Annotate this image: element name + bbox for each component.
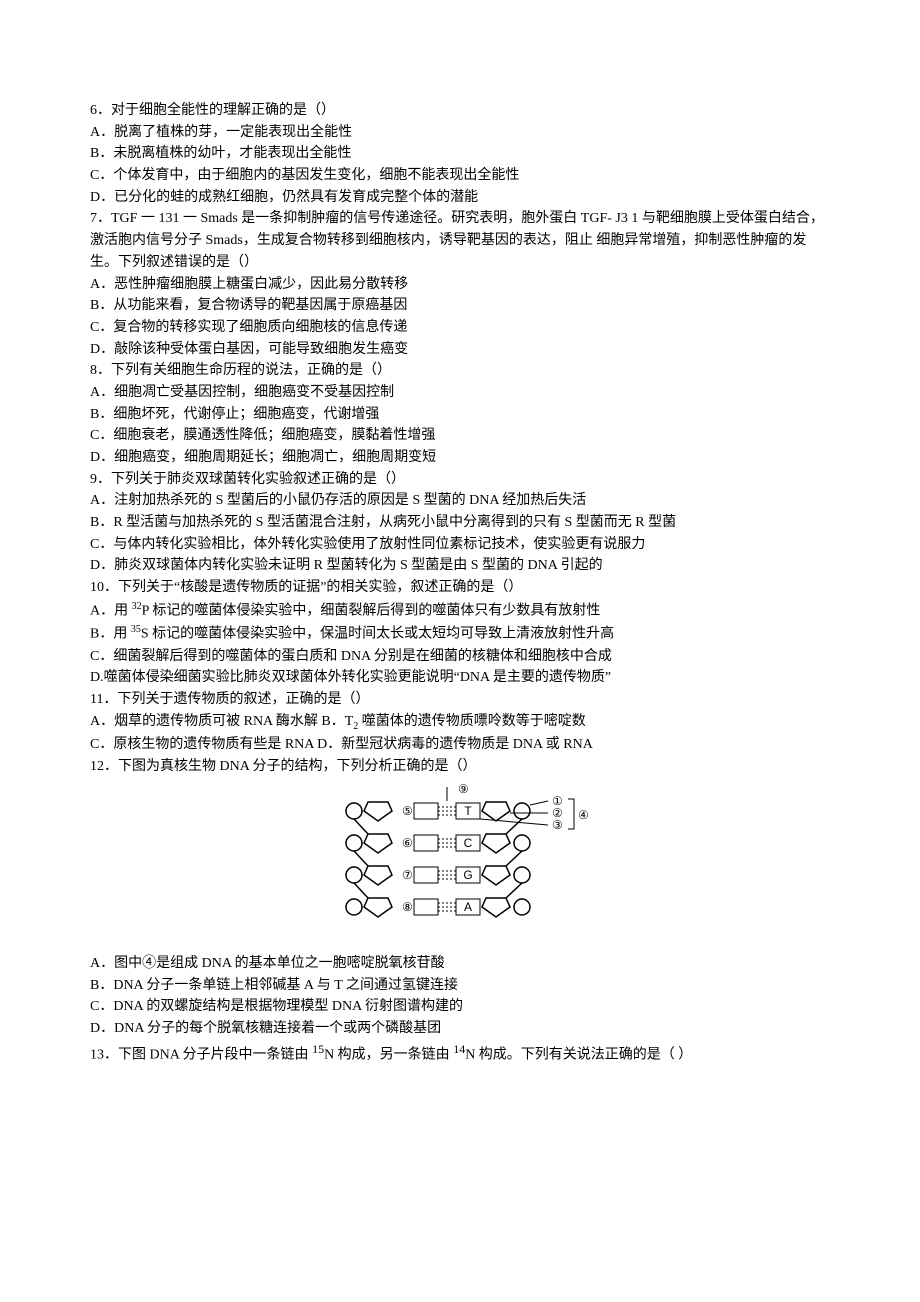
q12-opt-b: B．DNA 分子一条单链上相邻碱基 A 与 T 之间通过氢键连接	[90, 975, 830, 997]
q8-opt-c: C．细胞衰老，膜通透性降低；细胞癌变，膜黏着性增强	[90, 425, 830, 447]
svg-text:④: ④	[578, 808, 589, 822]
q10-a-post: P 标记的噬菌体侵染实验中，细菌裂解后得到的噬菌体只有少数具有放射性	[142, 603, 601, 618]
q7-opt-c: C．复合物的转移实现了细胞质向细胞核的信息传递	[90, 317, 830, 339]
q10-opt-d: D.噬菌体侵染细菌实验比肺炎双球菌体外转化实验更能说明“DNA 是主要的遗传物质…	[90, 667, 830, 689]
q10-b-pre: B．用	[90, 627, 131, 642]
q7-opt-d: D．敲除该种受体蛋白基因，可能导致细胞发生癌变	[90, 339, 830, 361]
q10-b-post: S 标记的噬菌体侵染实验中，保温时间太长或太短均可导致上清液放射性升高	[141, 627, 614, 642]
q13-stem: 13．下图 DNA 分子片段中一条链由 15N 构成，另一条链由 14N 构成。…	[90, 1040, 830, 1066]
q8-opt-d: D．细胞癌变，细胞周期延长；细胞凋亡，细胞周期变短	[90, 447, 830, 469]
q13-pre: 13．下图 DNA 分子片段中一条链由	[90, 1047, 312, 1062]
q6-opt-d: D．已分化的蛙的成熟红细胞，仍然具有发育成完整个体的潜能	[90, 187, 830, 209]
q7-opt-b: B．从功能来看，复合物诱导的靶基因属于原癌基因	[90, 295, 830, 317]
svg-text:A: A	[464, 900, 472, 914]
q11-stem: 11．下列关于遗传物质的叙述，正确的是（）	[90, 689, 830, 711]
q10-a-sup: 32	[132, 601, 142, 612]
q7-stem: 7．TGF 一 131 一 Smads 是一条抑制肿瘤的信号传递途径。研究表明，…	[90, 208, 830, 273]
q9-opt-b: B．R 型活菌与加热杀死的 S 型活菌混合注射，从病死小鼠中分离得到的只有 S …	[90, 512, 830, 534]
q10-b-sup: 35	[131, 624, 141, 635]
q8-stem: 8．下列有关细胞生命历程的说法，正确的是（）	[90, 360, 830, 382]
svg-text:⑦: ⑦	[402, 868, 413, 882]
q8-opt-b: B．细胞坏死，代谢停止；细胞癌变，代谢增强	[90, 404, 830, 426]
svg-text:⑥: ⑥	[402, 836, 413, 850]
svg-text:⑧: ⑧	[402, 900, 413, 914]
q11-opt-ab: A．烟草的遗传物质可被 RNA 酶水解 B．T2 噬菌体的遗传物质嘌呤数等于嘧啶…	[90, 711, 830, 734]
q9-stem: 9．下列关于肺炎双球菌转化实验叙述正确的是（）	[90, 469, 830, 491]
q7-opt-a: A．恶性肿瘤细胞膜上糖蛋白减少，因此易分散转移	[90, 274, 830, 296]
q11-ab-post: 噬菌体的遗传物质嘌呤数等于嘧啶数	[358, 714, 586, 729]
q13-s2: 14	[453, 1042, 465, 1056]
q9-opt-a: A．注射加热杀死的 S 型菌后的小鼠仍存活的原因是 S 型菌的 DNA 经加热后…	[90, 490, 830, 512]
q9-opt-c: C．与体内转化实验相比，体外转化实验使用了放射性同位素标记技术，使实验更有说服力	[90, 534, 830, 556]
q11-opt-cd: C．原核生物的遗传物质有些是 RNA D．新型冠状病毒的遗传物质是 DNA 或 …	[90, 734, 830, 756]
svg-text:G: G	[463, 868, 472, 882]
q13-s1: 15	[312, 1042, 324, 1056]
q10-a-pre: A．用	[90, 603, 132, 618]
dna-diagram: ⑤T⑥C⑦G⑧A⑨①②③④	[330, 781, 590, 941]
q8-opt-a: A．细胞凋亡受基因控制，细胞癌变不受基因控制	[90, 382, 830, 404]
svg-text:C: C	[464, 836, 473, 850]
q11-ab-pre: A．烟草的遗传物质可被 RNA 酶水解 B．T	[90, 714, 353, 729]
svg-text:③: ③	[552, 818, 563, 832]
q6-opt-c: C．个体发育中，由于细胞内的基因发生变化，细胞不能表现出全能性	[90, 165, 830, 187]
q13-post: N 构成。下列有关说法正确的是（ ）	[465, 1047, 692, 1062]
q13-mid: N 构成，另一条链由	[324, 1047, 453, 1062]
q12-opt-a: A．图中④是组成 DNA 的基本单位之一胞嘧啶脱氧核苷酸	[90, 953, 830, 975]
q9-opt-d: D．肺炎双球菌体内转化实验未证明 R 型菌转化为 S 型菌是由 S 型菌的 DN…	[90, 555, 830, 577]
q10-opt-b: B．用 35S 标记的噬菌体侵染实验中，保温时间太长或太短均可导致上清液放射性升…	[90, 622, 830, 645]
svg-text:T: T	[464, 804, 472, 818]
q6-opt-b: B．未脱离植株的幼叶，才能表现出全能性	[90, 143, 830, 165]
q10-stem: 10．下列关于“核酸是遗传物质的证据”的相关实验，叙述正确的是（）	[90, 577, 830, 599]
dna-diagram-wrap: ⑤T⑥C⑦G⑧A⑨①②③④	[90, 781, 830, 949]
q12-stem: 12．下图为真核生物 DNA 分子的结构，下列分析正确的是（）	[90, 756, 830, 778]
svg-text:⑨: ⑨	[458, 782, 469, 796]
q12-opt-c: C．DNA 的双螺旋结构是根据物理模型 DNA 衍射图谱构建的	[90, 996, 830, 1018]
q6-opt-a: A．脱离了植株的芽，一定能表现出全能性	[90, 122, 830, 144]
q6-stem: 6．对于细胞全能性的理解正确的是（）	[90, 100, 830, 122]
svg-text:⑤: ⑤	[402, 804, 413, 818]
q12-opt-d: D．DNA 分子的每个脱氧核糖连接着一个或两个磷酸基团	[90, 1018, 830, 1040]
q10-opt-a: A．用 32P 标记的噬菌体侵染实验中，细菌裂解后得到的噬菌体只有少数具有放射性	[90, 599, 830, 622]
q10-opt-c: C．细菌裂解后得到的噬菌体的蛋白质和 DNA 分别是在细菌的核糖体和细胞核中合成	[90, 646, 830, 668]
